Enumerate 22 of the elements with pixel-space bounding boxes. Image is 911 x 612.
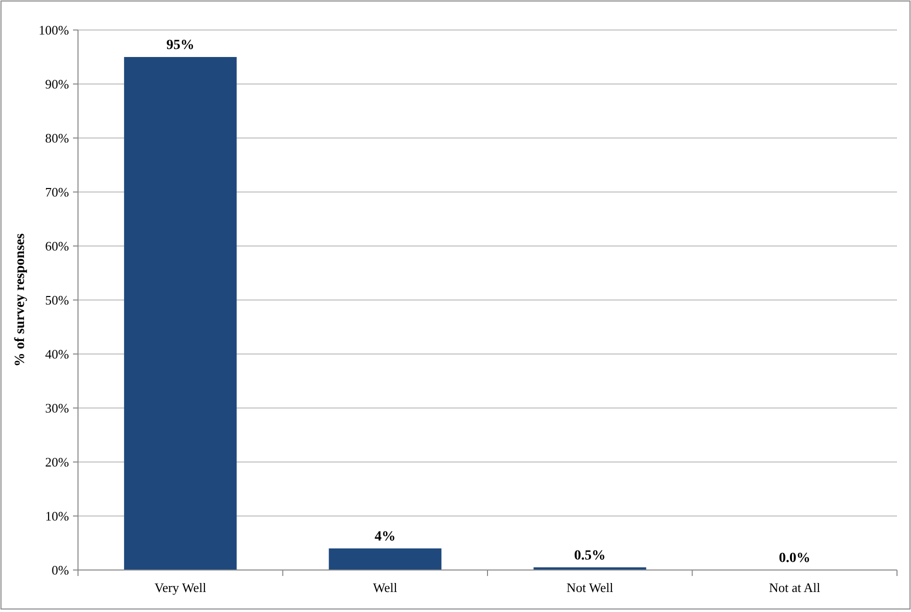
data-label: 0.5% <box>574 548 606 564</box>
y-axis-title: % of survey responses <box>13 232 28 367</box>
bar <box>124 57 237 570</box>
data-label: 95% <box>166 38 194 53</box>
y-tick-label: 60% <box>45 238 70 254</box>
y-tick-label: 90% <box>45 76 70 92</box>
y-tick-label: 50% <box>45 292 70 308</box>
y-tick-label: 20% <box>45 454 70 470</box>
data-label: 4% <box>374 529 396 544</box>
y-tick-label: 80% <box>45 130 70 146</box>
bar <box>328 548 442 570</box>
x-tick-label: Not Well <box>566 580 614 595</box>
y-tick-label: 0% <box>52 562 70 578</box>
x-tick-label: Very Well <box>154 580 207 595</box>
data-label: 0.0% <box>778 551 810 566</box>
x-tick-label: Not at All <box>768 580 821 595</box>
x-tick-label: Well <box>373 580 398 595</box>
y-tick-label: 10% <box>45 508 70 524</box>
y-tick-label: 30% <box>45 400 70 416</box>
y-tick-label: 100% <box>38 22 70 38</box>
y-tick-label: 70% <box>45 184 70 200</box>
y-tick-label: 40% <box>45 346 70 362</box>
